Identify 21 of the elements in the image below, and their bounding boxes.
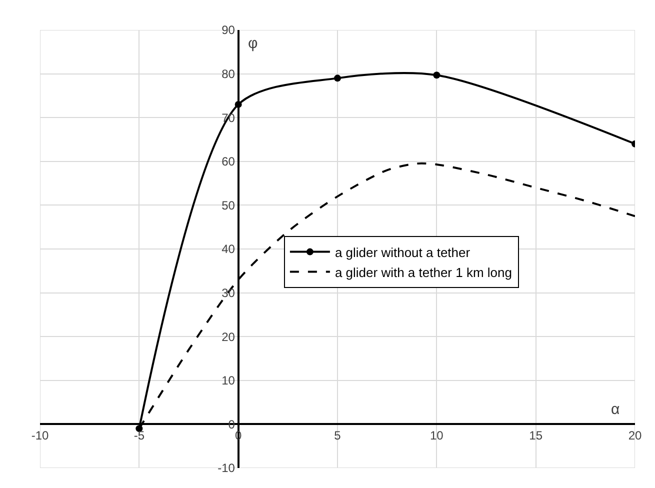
y-tick-label: 50 xyxy=(222,198,236,212)
x-tick-label: 10 xyxy=(430,428,444,443)
y-tick-label: 40 xyxy=(222,242,236,256)
point xyxy=(433,72,440,79)
y-tick-label: 20 xyxy=(222,330,236,344)
legend-label: a glider with a tether 1 km long xyxy=(334,264,512,280)
x-tick-label: -5 xyxy=(134,428,145,443)
y-tick-label: 80 xyxy=(222,67,236,81)
y-tick-label: 60 xyxy=(222,154,236,169)
x-tick-label: -10 xyxy=(31,428,49,443)
legend-label: a glider without a tether xyxy=(334,244,471,260)
x-tick-label: 15 xyxy=(529,428,543,443)
x-tick-label: 5 xyxy=(334,428,342,443)
y-tick-label: -10 xyxy=(218,461,236,476)
y-tick-label: 10 xyxy=(222,374,236,388)
y-tick-label: 90 xyxy=(222,23,236,38)
point xyxy=(334,74,341,82)
x-tick-label: 20 xyxy=(628,428,642,443)
y-axis-title: φ xyxy=(248,35,258,52)
x-axis-title: α xyxy=(611,401,620,418)
y-tick-label: 30 xyxy=(222,286,236,300)
